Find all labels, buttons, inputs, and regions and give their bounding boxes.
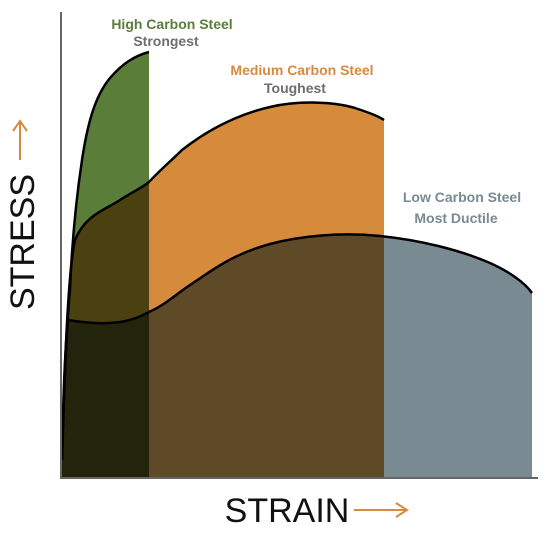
low-carbon-steel-name: Low Carbon Steel <box>403 189 521 205</box>
low-carbon-steel-property: Most Ductile <box>414 210 497 226</box>
x-axis-arrow-icon <box>354 502 409 518</box>
x-axis-title: STRAIN <box>225 492 350 530</box>
high-carbon-steel-property: Strongest <box>133 33 199 49</box>
high-carbon-steel-name: High Carbon Steel <box>111 16 232 32</box>
medium-carbon-steel-property: Toughest <box>264 80 326 96</box>
y-axis-title: STRESS <box>4 174 42 310</box>
medium-carbon-steel-name: Medium Carbon Steel <box>230 62 373 78</box>
low-carbon-steel-curve <box>60 233 534 461</box>
high-carbon-steel-curve <box>60 50 150 461</box>
y-axis-arrow-icon <box>12 119 28 160</box>
overlap-medium-low <box>62 234 384 477</box>
